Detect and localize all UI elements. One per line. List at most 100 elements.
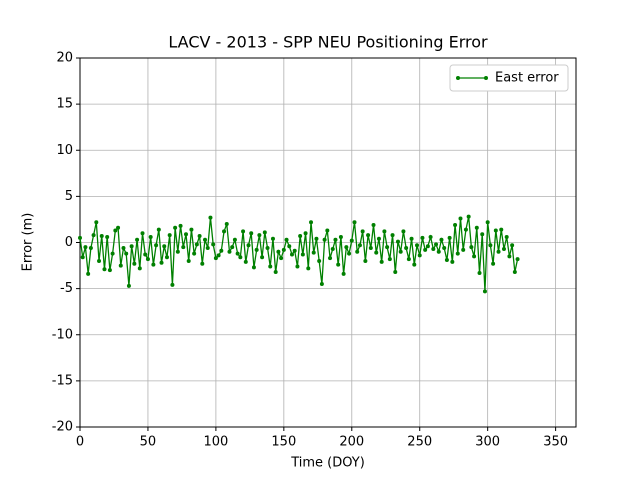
data-point [148,234,153,239]
data-point [124,251,129,256]
data-point [417,253,422,258]
data-point [135,237,140,242]
data-point [211,242,216,247]
data-point [376,236,381,241]
data-point [450,259,455,264]
y-tick-label: 5 [65,189,73,204]
data-point [156,227,161,232]
x-tick-label: 150 [271,435,296,450]
data-point [88,246,93,251]
chart-title: LACV - 2013 - SPP NEU Positioning Error [168,33,488,52]
y-tick-label: 10 [56,143,73,158]
data-point [140,231,145,236]
data-point [458,216,463,221]
data-point [366,233,371,238]
data-point [213,256,218,261]
data-point [189,227,194,232]
data-point [238,255,243,260]
data-point [192,251,197,256]
data-point [78,235,82,240]
data-point [510,243,515,248]
x-tick-label: 0 [76,435,84,450]
data-point [99,234,104,239]
data-point [485,220,490,225]
data-point [319,282,324,287]
data-point [203,237,208,242]
data-point [262,230,267,235]
data-point [110,251,115,256]
x-tick-label: 50 [140,435,157,450]
data-point [97,258,102,263]
data-point [276,249,281,254]
data-point [175,249,180,254]
data-point [91,233,96,238]
data-point [390,233,395,238]
y-axis-label: Error (m) [21,213,36,272]
data-point [434,242,439,247]
x-tick-label: 350 [543,435,568,450]
data-point [116,225,121,230]
data-point [132,261,137,266]
data-point [477,270,482,275]
y-tick-label: 20 [56,51,73,66]
data-point [461,247,466,252]
data-point [257,233,262,238]
data-point [254,247,259,252]
data-point [480,232,485,237]
y-tick-label: -5 [60,281,73,296]
data-point [235,251,240,256]
x-tick-label: 300 [475,435,500,450]
data-point [303,231,308,236]
legend-marker [484,76,488,80]
data-point [143,252,148,257]
data-point [287,244,292,249]
data-point [507,254,512,259]
data-point [453,222,458,227]
data-point [401,229,406,234]
data-point [292,248,297,253]
data-point [379,259,384,264]
x-axis-label: Time (DOY) [290,456,365,471]
data-point [357,243,362,248]
data-point [241,229,246,234]
data-point [194,242,199,247]
data-point [102,267,107,272]
data-point [406,257,411,262]
data-point [219,248,224,253]
data-point [170,282,175,287]
data-point [341,271,346,276]
data-point [232,237,237,242]
data-point [371,222,376,227]
data-point [197,234,202,239]
data-point [404,246,409,251]
data-point [496,249,501,254]
data-point [300,252,305,257]
data-point [94,220,99,225]
data-point [186,258,191,263]
data-point [363,258,368,263]
data-point [281,247,286,252]
data-point [178,223,183,228]
data-point [474,225,479,230]
data-point [113,228,118,233]
data-point [309,220,314,225]
y-tick-label: 15 [56,97,73,112]
data-point [428,234,433,239]
data-point [488,243,493,248]
data-point [412,262,417,267]
data-point [385,245,390,250]
data-point [126,283,131,288]
data-point [463,227,468,232]
data-point [325,228,330,233]
data-point [295,264,300,269]
data-point [208,215,213,220]
data-point [336,262,341,267]
data-point [347,251,352,256]
data-point [338,234,343,239]
data-point [472,254,477,259]
data-point [466,214,471,219]
y-tick-label: -10 [52,327,73,342]
data-point [393,270,398,275]
data-point [455,251,460,256]
